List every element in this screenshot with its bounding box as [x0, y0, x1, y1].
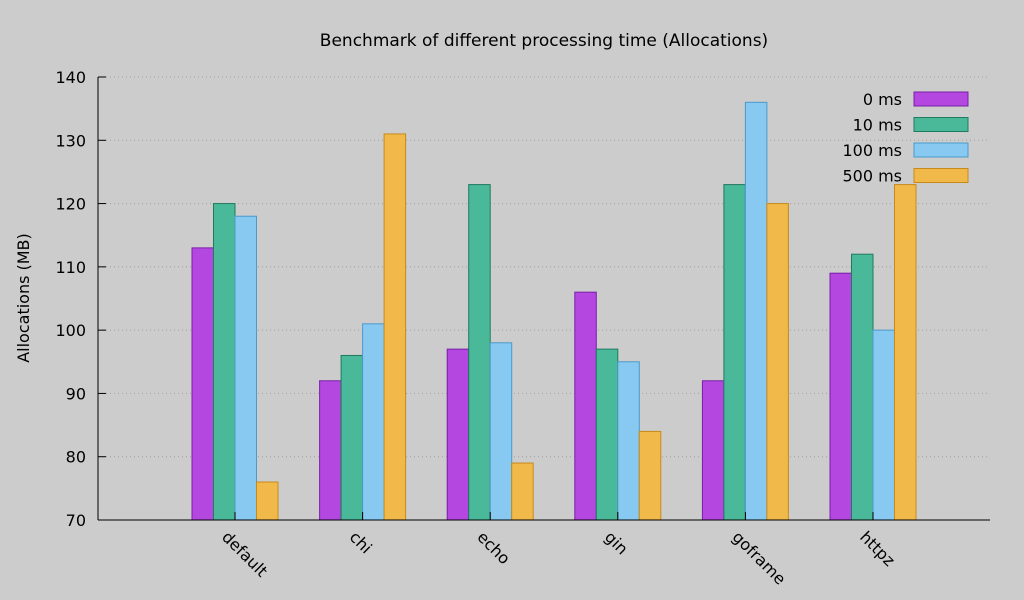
x-tick-label: chi [346, 527, 376, 557]
y-tick-labels: 70 80 90 100 110 120 130 140 [55, 68, 86, 530]
x-tick-label: gin [601, 527, 632, 558]
legend-swatch [913, 142, 969, 158]
bar-httpz-3 [894, 184, 917, 521]
axes-layer [97, 76, 990, 521]
bar-chi-1 [340, 354, 364, 521]
bar-goframe-3 [766, 203, 789, 521]
y-tick-label: 120 [55, 195, 86, 214]
x-tick-label: goframe [729, 527, 790, 588]
bar-echo-0 [446, 348, 470, 521]
y-tick-label: 140 [55, 68, 86, 87]
x-tick-label: default [218, 527, 271, 580]
bar-gin-1 [595, 348, 619, 521]
y-tick-label: 90 [66, 384, 86, 403]
bar-default-2 [234, 215, 257, 521]
bar-chi-2 [362, 323, 385, 521]
bar-gin-0 [574, 291, 597, 521]
legend-swatch [913, 168, 969, 183]
x-tick-labels: default chi echo gin goframe httpz [218, 527, 899, 588]
legend: 0 ms 10 ms 100 ms 500 ms [842, 90, 969, 186]
bar-default-1 [213, 203, 236, 521]
legend-swatch [913, 117, 969, 132]
bar-httpz-0 [829, 272, 852, 521]
y-tick-label: 100 [55, 321, 86, 340]
y-tick-label: 70 [66, 511, 86, 530]
bar-echo-3 [511, 462, 534, 521]
bar-default-0 [191, 247, 214, 521]
bar-echo-1 [468, 184, 491, 521]
bar-gin-2 [617, 361, 640, 521]
y-tick-label: 110 [55, 258, 86, 277]
legend-label: 0 ms [863, 90, 902, 109]
y-tick-label: 80 [66, 448, 86, 467]
chart-title: Benchmark of different processing time (… [320, 31, 768, 51]
bar-goframe-0 [701, 380, 725, 521]
bar-chi-3 [383, 133, 407, 521]
bar-httpz-2 [872, 329, 895, 521]
x-tick-label: echo [473, 527, 514, 568]
bars-layer [191, 101, 917, 521]
y-tick-label: 130 [55, 131, 86, 150]
legend-swatch [913, 91, 969, 107]
x-tick-label: httpz [856, 527, 899, 570]
legend-label: 100 ms [842, 141, 902, 160]
legend-label: 10 ms [853, 116, 902, 135]
legend-label: 500 ms [842, 167, 902, 186]
bar-gin-3 [638, 430, 662, 521]
bar-chi-0 [319, 380, 342, 521]
bar-default-3 [256, 481, 279, 521]
bar-echo-2 [489, 342, 513, 521]
bar-goframe-2 [744, 101, 768, 521]
bar-goframe-1 [723, 184, 746, 521]
bar-httpz-1 [851, 253, 874, 521]
y-axis-title: Allocations (MB) [14, 233, 33, 363]
